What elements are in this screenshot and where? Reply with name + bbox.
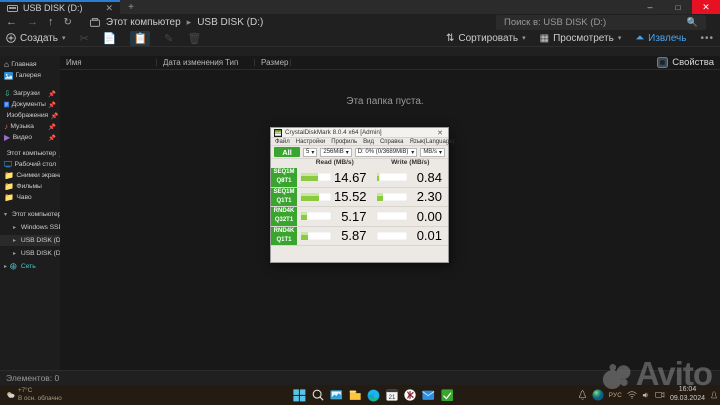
svg-text:21: 21: [389, 395, 396, 401]
